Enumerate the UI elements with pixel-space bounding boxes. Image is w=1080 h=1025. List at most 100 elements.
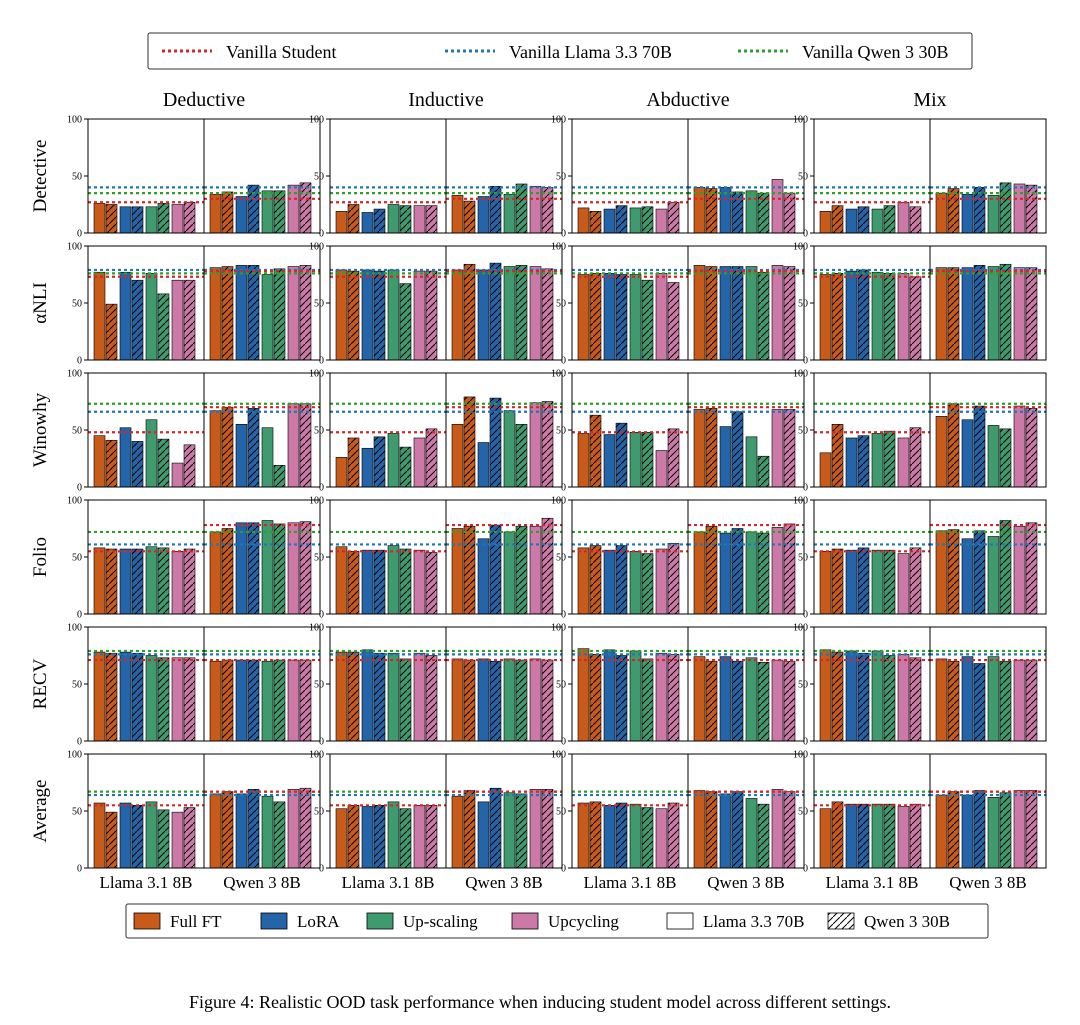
y-tick-label: 100 [551,242,566,253]
bar-hatch-0-0 [106,549,117,614]
bar-lora-llama70-1 [719,793,732,869]
bar-up-scaling-llama70-1 [987,266,1000,361]
bottom-legend-box [125,903,989,939]
bar-upcycling-llama70-0 [897,654,910,742]
y-tick-label: 0 [77,864,82,875]
bar-upcycling-llama70-1 [771,659,784,742]
bar-up-scaling-llama70-0 [145,546,158,615]
bar-up-scaling-llama70-1 [503,410,516,488]
bar-hatch-3-0 [184,807,195,868]
bar-up-scaling-llama70-1 [503,792,516,869]
bar-up-scaling-llama70-0 [871,208,884,234]
bar-hatch-2-0 [400,205,411,233]
bar-upcycling-llama70-0 [897,806,910,869]
bar-hatch-2-1 [758,193,769,233]
bar-hatch-0-1 [464,790,475,868]
bar-up-scaling-llama70-0 [871,549,884,615]
legend-swatch-1 [260,912,288,930]
bar-hatch-2-1 [516,424,527,487]
bar-hatch-1-1 [248,522,259,614]
bar-up-scaling-llama70-1 [261,520,274,615]
bar-lora-llama70-0 [845,650,858,742]
bar-lora-llama70-0 [603,649,616,742]
y-tick-label: 100 [793,623,808,634]
y-tick-label: 100 [309,496,324,507]
bar-hatch-3-0 [426,552,437,614]
bar-lora-llama70-0 [119,271,132,361]
bar-hatch-1-0 [374,805,385,868]
panel-5-2: 0 50 100 [551,750,805,875]
bar-lora-llama70-1 [235,522,248,615]
bar-lora-llama70-1 [961,419,974,488]
panel-2-0: 0 50 100 [67,369,321,494]
bar-hatch-0-0 [348,652,359,741]
bar-hatch-2-0 [400,447,411,487]
bar-lora-llama70-0 [845,549,858,615]
bar-upcycling-llama70-0 [171,550,184,615]
y-tick-label: 0 [561,229,566,240]
bar-up-scaling-llama70-1 [261,427,274,488]
bar-hatch-1-1 [974,663,985,741]
bar-full-ft-llama70-0 [93,651,106,742]
row-label-0: Detective [30,140,51,213]
panel-4-2: 0 50 100 [551,623,805,748]
y-tick-label: 100 [67,115,82,126]
panel-0-0: 0 50 100 [67,115,321,240]
bar-up-scaling-llama70-0 [145,206,158,234]
bar-lora-llama70-1 [477,658,490,742]
bar-hatch-0-1 [464,660,475,741]
legend-bottom-label-4: Llama 3.3 70B [703,912,805,931]
y-tick-label: 50 [72,426,82,437]
bar-upcycling-llama70-0 [897,201,910,234]
y-tick-label: 0 [77,483,82,494]
bar-hatch-3-0 [668,543,679,614]
bar-up-scaling-llama70-1 [987,536,1000,615]
bar-hatch-2-0 [158,657,169,741]
bar-hatch-0-1 [464,396,475,487]
bar-hatch-3-1 [784,791,795,868]
bar-upcycling-llama70-1 [529,525,542,615]
column-title-3: Mix [913,89,946,111]
bar-lora-llama70-1 [719,656,732,742]
bar-hatch-0-1 [222,791,233,868]
bar-hatch-1-1 [732,266,743,360]
bar-lora-llama70-1 [235,265,248,361]
bar-hatch-3-0 [426,655,437,741]
bar-up-scaling-llama70-0 [629,550,642,615]
bar-hatch-3-1 [784,523,795,614]
bar-hatch-2-0 [642,553,653,614]
row-label-3: Folio [30,537,51,577]
legend-bottom-label-3: Upcycling [548,912,619,931]
y-tick-label: 50 [798,426,808,437]
bar-full-ft-llama70-1 [209,660,222,742]
bar-full-ft-llama70-0 [819,452,832,488]
y-tick-label: 50 [314,172,324,183]
y-tick-label: 0 [803,737,808,748]
bar-hatch-3-0 [668,282,679,360]
y-tick-label: 100 [309,242,324,253]
bar-upcycling-llama70-0 [413,804,426,869]
bar-hatch-3-1 [300,403,311,487]
bar-hatch-2-0 [158,439,169,487]
bar-lora-llama70-0 [119,802,132,869]
bar-up-scaling-llama70-0 [145,655,158,742]
bar-full-ft-llama70-1 [451,269,464,361]
bar-upcycling-llama70-1 [771,265,784,361]
bar-hatch-0-0 [106,440,117,487]
bar-full-ft-llama70-1 [935,658,948,742]
y-tick-label: 100 [309,115,324,126]
bar-full-ft-llama70-1 [935,530,948,615]
y-tick-label: 0 [77,229,82,240]
bar-up-scaling-llama70-1 [745,266,758,361]
bar-hatch-1-0 [374,653,385,741]
bar-up-scaling-llama70-1 [987,656,1000,742]
panel-2-3: 0 50 100 [793,369,1047,494]
x-label-2-0: Llama 3.1 8B [583,873,676,892]
bar-upcycling-llama70-0 [655,548,668,615]
bar-hatch-2-1 [758,456,769,487]
bar-hatch-3-0 [426,271,437,360]
bar-hatch-3-0 [668,654,679,741]
bar-up-scaling-llama70-1 [745,657,758,742]
bar-hatch-0-1 [222,407,233,487]
bar-lora-llama70-0 [603,434,616,488]
